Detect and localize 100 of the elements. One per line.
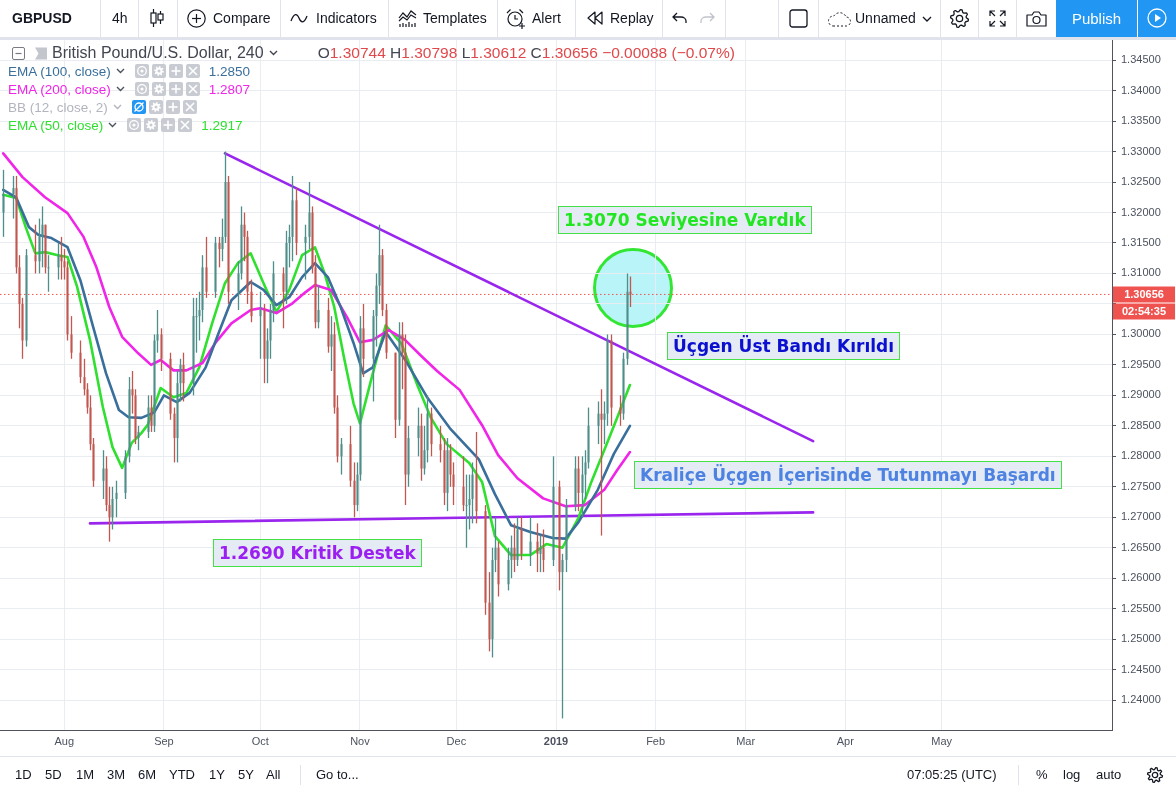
y-tick-label: 1.24500 (1121, 662, 1161, 675)
x-tick-label: 2019 (543, 734, 569, 747)
candlestick (529, 516, 532, 567)
text: Indicators (316, 9, 377, 28)
text: 3M (107, 766, 126, 784)
x-tick-label: Sep (154, 734, 174, 747)
candlestick (160, 327, 163, 372)
candlestick (622, 352, 625, 421)
y-tick-label: 1.29500 (1121, 357, 1161, 370)
candlestick (381, 248, 384, 317)
y-tick-label: 1.30000 (1121, 327, 1161, 340)
candlestick (291, 175, 294, 262)
annotation: Kraliçe Üçgen İçerisinde Tutunmayı Başardı (634, 461, 1062, 489)
text: EMA (50, close) (8, 117, 104, 133)
candlestick (597, 400, 600, 445)
annotation: 1.2807 (208, 81, 251, 97)
candlestick (34, 224, 37, 275)
candlestick (558, 480, 561, 592)
text: GBPUSD (12, 9, 72, 28)
publish-button: Publish (1056, 0, 1137, 37)
text: 1D (15, 766, 32, 784)
candlestick (218, 236, 221, 269)
candlestick (606, 333, 609, 427)
y-tick-label: 1.34000 (1121, 83, 1161, 96)
candlestick (542, 528, 545, 573)
text: % (1036, 766, 1048, 784)
candlestick (205, 236, 208, 299)
candlestick (362, 303, 365, 378)
candlestick (173, 406, 176, 464)
candlestick (317, 285, 320, 329)
candlestick (169, 352, 172, 421)
candlestick (619, 394, 622, 427)
candlestick (214, 236, 217, 299)
y-tick-label: 1.25000 (1121, 632, 1161, 645)
text: Templates (423, 9, 487, 28)
candlestick (263, 303, 266, 384)
candlestick (182, 352, 185, 403)
candlestick (353, 461, 356, 518)
candlestick (282, 266, 285, 329)
text: log (1063, 766, 1081, 784)
candlestick (385, 303, 388, 360)
text: EMA (100, close) (8, 63, 111, 79)
candlestick (327, 297, 330, 354)
candlestick (462, 455, 465, 512)
candlestick (41, 205, 44, 269)
candlestick (475, 431, 478, 525)
candlestick (577, 455, 580, 512)
candlestick (417, 406, 420, 457)
candlestick (394, 352, 397, 439)
y-tick-label: 1.33500 (1121, 114, 1161, 127)
candlestick (484, 504, 487, 616)
text: 1Y (209, 766, 225, 784)
text: Compare (213, 9, 271, 28)
text: 5D (45, 766, 62, 784)
candlestick (420, 413, 423, 482)
candlestick (304, 224, 307, 281)
y-tick-label: 1.33000 (1121, 144, 1161, 157)
y-tick-label: 1.26000 (1121, 571, 1161, 584)
candlestick (330, 315, 333, 372)
candlestick (44, 224, 47, 275)
candlestick (552, 455, 555, 567)
candlestick (443, 437, 446, 506)
annotation: 1.2690 Kritik Destek (213, 539, 422, 567)
text: 02:54:35 (1121, 304, 1167, 317)
text: Unnamed (855, 9, 916, 28)
candlestick (513, 522, 516, 573)
text: All (266, 766, 281, 784)
candlestick (128, 376, 131, 464)
x-tick-label: Feb (646, 734, 666, 747)
candlestick (259, 291, 262, 360)
x-tick-label: Apr (836, 734, 855, 747)
candlestick (60, 236, 63, 281)
candlestick (308, 181, 311, 250)
candlestick (439, 425, 442, 464)
candlestick (561, 553, 564, 720)
candlestick (111, 486, 114, 531)
text: Alert (532, 9, 561, 28)
annotation: Üçgen Üst Bandı Kırıldı (667, 332, 901, 360)
text: 5Y (238, 766, 254, 784)
candlestick (471, 461, 474, 525)
candlestick (340, 437, 343, 476)
annotation: 1.2850 (208, 63, 251, 79)
y-tick-label: 1.31500 (1121, 236, 1161, 249)
y-tick-label: 1.28500 (1121, 418, 1161, 431)
x-tick-label: Aug (54, 734, 75, 747)
candlestick (404, 333, 407, 506)
candlestick (137, 425, 140, 451)
candlestick (536, 522, 539, 573)
text: Go to... (316, 766, 359, 784)
candlestick (600, 388, 603, 537)
y-tick-label: 1.27000 (1121, 510, 1161, 523)
y-tick-label: 1.26500 (1121, 540, 1161, 553)
annotation: BB (12, close, 2) (8, 99, 108, 115)
chart-subtitle: O1.30744 H1.30798 L1.30612 C1.30656 −0.00088 (−0.07%) (317, 44, 735, 61)
candlestick (250, 278, 253, 323)
x-tick-label: Mar (736, 734, 756, 747)
text: 1M (76, 766, 95, 784)
text: Replay (610, 9, 654, 28)
x-tick-label: Oct (251, 734, 269, 747)
candlestick (295, 187, 298, 256)
